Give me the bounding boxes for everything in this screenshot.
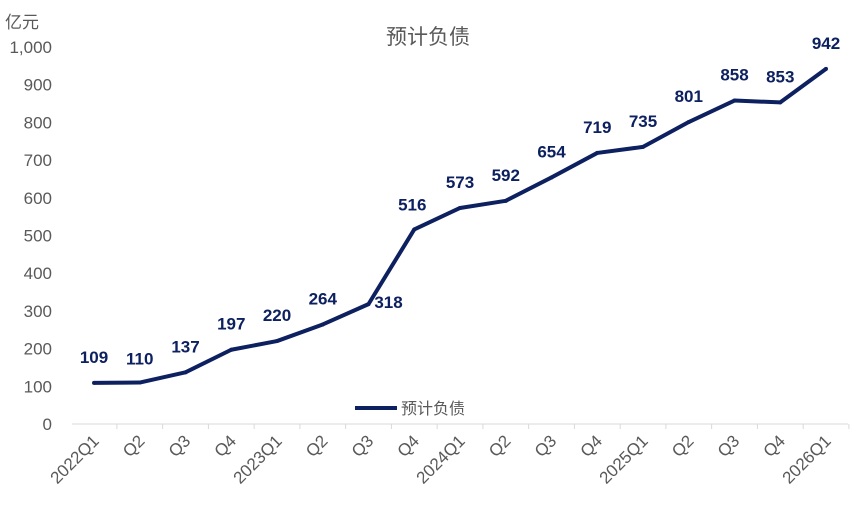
data-label: 264 <box>309 289 338 308</box>
x-tick-label: Q2 <box>668 431 697 460</box>
x-tick-label: Q3 <box>531 431 560 460</box>
data-point <box>366 302 371 307</box>
x-tick-label: Q3 <box>348 431 377 460</box>
x-tick-label: Q3 <box>714 431 743 460</box>
data-label: 592 <box>492 166 520 185</box>
data-label: 858 <box>720 66 748 85</box>
x-tick-label: Q4 <box>211 431 240 460</box>
y-tick-label: 0 <box>43 415 52 434</box>
y-tick-label: 400 <box>24 264 52 283</box>
data-label: 318 <box>374 293 402 312</box>
data-label: 137 <box>171 337 199 356</box>
x-tick-label: Q2 <box>302 431 331 460</box>
data-label: 654 <box>537 142 566 161</box>
data-point <box>641 144 645 149</box>
data-point <box>320 322 325 327</box>
y-tick-label: 1,000 <box>9 38 52 57</box>
data-point <box>275 339 279 344</box>
data-label: 109 <box>80 348 108 367</box>
data-label: 853 <box>766 67 794 86</box>
data-point <box>549 175 554 180</box>
legend-label: 预计负债 <box>401 399 465 418</box>
data-label: 516 <box>398 195 426 214</box>
data-point <box>92 380 96 385</box>
y-tick-label: 900 <box>24 76 52 95</box>
data-point <box>229 347 234 352</box>
data-label: 735 <box>629 112 657 131</box>
legend: 预计负债 <box>355 399 465 418</box>
data-point <box>732 98 737 103</box>
data-label: 197 <box>217 315 245 334</box>
x-tick-label: 2022Q1 <box>47 431 103 487</box>
y-tick-label: 600 <box>24 189 52 208</box>
y-tick-label: 700 <box>24 151 52 170</box>
x-tick-label: Q2 <box>485 431 514 460</box>
chart-title: 预计负债 <box>386 25 470 49</box>
y-tick-label: 800 <box>24 113 52 132</box>
y-tick-label: 500 <box>24 227 52 246</box>
y-tick-label: 200 <box>24 340 52 359</box>
data-label: 220 <box>263 306 291 325</box>
data-point <box>137 380 142 385</box>
x-tick-label: 2023Q1 <box>230 431 286 487</box>
x-tick-label: 2025Q1 <box>596 431 652 487</box>
x-tick-label: 2026Q1 <box>779 431 835 487</box>
y-tick-label: 100 <box>24 377 52 396</box>
data-point <box>595 150 600 155</box>
data-point <box>824 66 828 71</box>
data-label: 942 <box>812 34 840 53</box>
data-label: 573 <box>446 173 474 192</box>
data-point <box>412 227 417 232</box>
x-tick-label: Q4 <box>577 431 606 460</box>
data-point <box>458 205 462 210</box>
data-point <box>183 370 188 375</box>
y-tick-label: 300 <box>24 302 52 321</box>
data-label: 719 <box>583 118 611 137</box>
data-point <box>778 100 783 105</box>
series-line <box>93 67 828 385</box>
data-point <box>503 198 508 203</box>
x-tick-label: Q4 <box>394 431 423 460</box>
data-label: 110 <box>126 350 153 369</box>
data-label: 801 <box>675 87 703 106</box>
x-tick-label: Q3 <box>165 431 194 460</box>
x-tick-label: 2024Q1 <box>413 431 469 487</box>
x-tick-label: Q4 <box>760 431 789 460</box>
y-axis-unit: 亿元 <box>5 13 39 33</box>
data-point <box>686 120 691 125</box>
x-tick-label: Q2 <box>119 431 148 460</box>
